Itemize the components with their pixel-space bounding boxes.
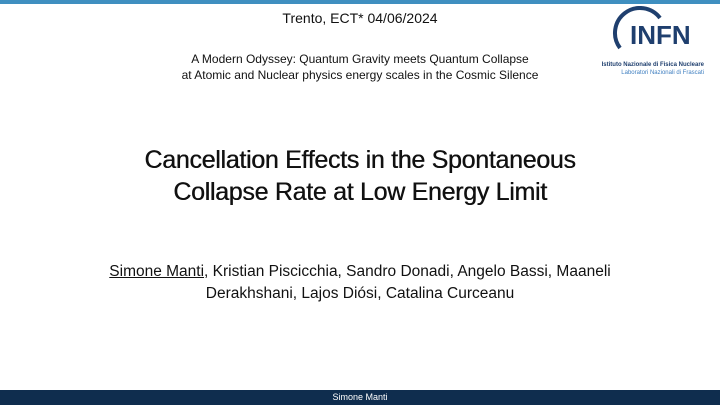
presenter: Simone Manti xyxy=(109,263,205,280)
top-rule xyxy=(0,0,720,4)
title: Collapse Rate at Low Energy Limit xyxy=(173,178,547,206)
logo: INFN Istituto Nazionale di Fisica Nuclea… xyxy=(602,6,705,76)
event: Trento, ECT* 04/06/2024 xyxy=(282,10,438,26)
logo-line: Laboratori Nazionali di Frascati xyxy=(621,70,704,76)
authors: Simone Manti, Kristian Piscicchia, Sandr… xyxy=(0,263,720,281)
logo-line: Istituto Nazionale di Fisica Nucleare xyxy=(602,62,705,68)
logo-name: INFN xyxy=(630,20,691,50)
title: Cancellation Effects in the Spontaneous xyxy=(144,146,576,174)
logo-arc xyxy=(613,6,662,50)
subtitle: at Atomic and Nuclear physics energy sca… xyxy=(181,68,539,82)
authors: Derakhshani, Lajos Diósi, Catalina Curce… xyxy=(205,285,515,302)
authors-text: , Kristian Piscicchia, Sandro Donadi, An… xyxy=(204,263,611,280)
subtitle: A Modern Odyssey: Quantum Gravity meets … xyxy=(191,52,529,66)
footer: Simone Manti xyxy=(0,390,720,405)
